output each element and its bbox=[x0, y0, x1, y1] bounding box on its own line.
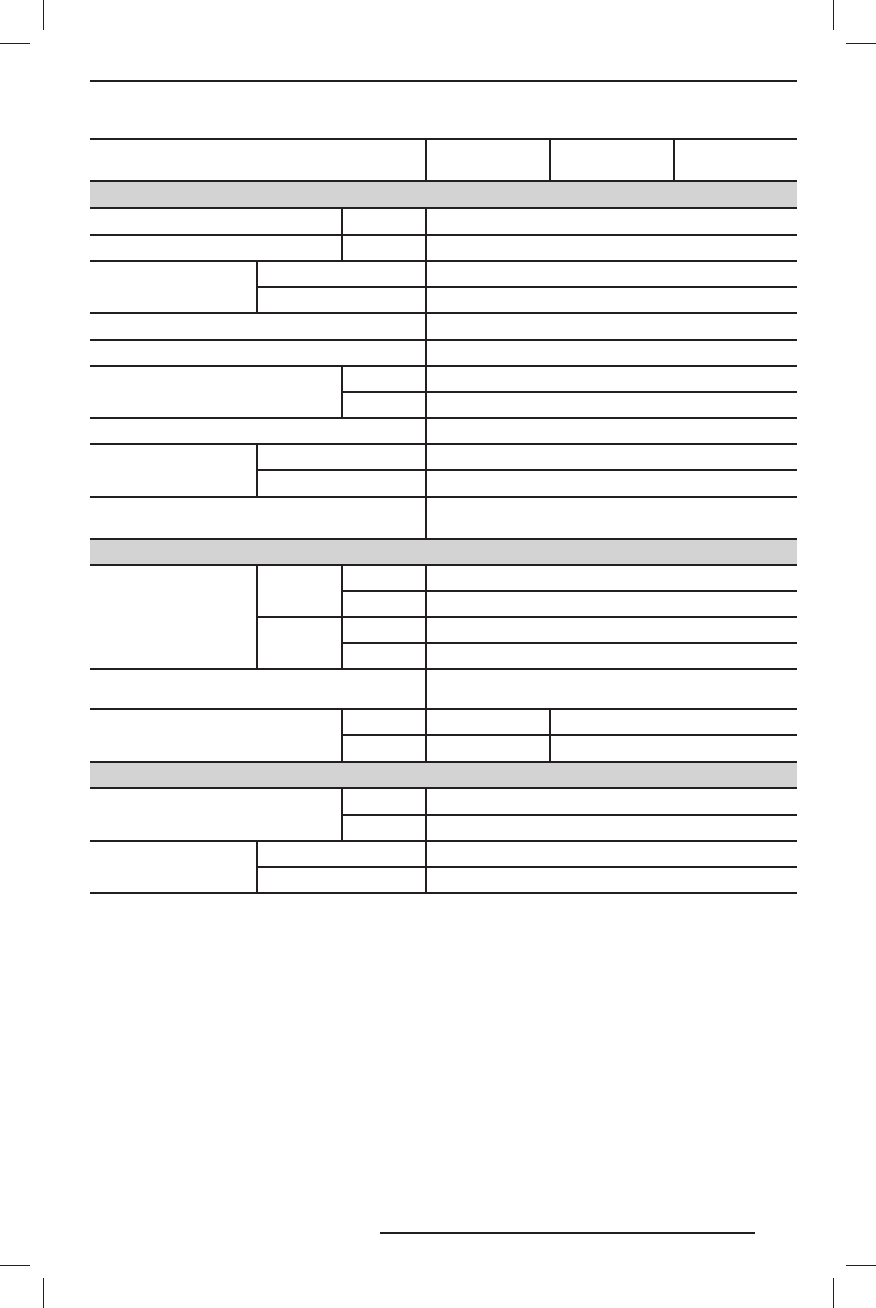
table-rule-vertical bbox=[673, 139, 675, 181]
table-rule-horizontal bbox=[342, 814, 797, 816]
table-rule-horizontal bbox=[90, 443, 797, 445]
crop-mark bbox=[0, 43, 30, 44]
table-rule-vertical bbox=[425, 418, 427, 444]
table-rule-horizontal bbox=[257, 286, 797, 288]
table-rule-horizontal bbox=[90, 708, 797, 710]
table-rule-horizontal bbox=[257, 469, 797, 471]
table-rule-vertical bbox=[425, 444, 427, 497]
table-rule-horizontal bbox=[90, 668, 797, 670]
table-rule-vertical bbox=[425, 497, 427, 539]
table-rule-vertical bbox=[341, 709, 343, 762]
table-rule-vertical bbox=[341, 366, 343, 418]
table-rule-horizontal bbox=[257, 866, 797, 868]
section-header-band bbox=[90, 762, 797, 788]
table-rule-horizontal bbox=[90, 234, 797, 236]
table-rule-horizontal bbox=[380, 1232, 755, 1234]
table-rule-horizontal bbox=[342, 590, 797, 592]
table-rule-horizontal bbox=[90, 564, 797, 566]
table-rule-vertical bbox=[425, 208, 427, 261]
table-rule-horizontal bbox=[342, 642, 797, 644]
crop-mark bbox=[43, 1278, 44, 1308]
table-rule-horizontal bbox=[90, 365, 797, 367]
crop-mark bbox=[846, 1265, 876, 1266]
table-rule-horizontal bbox=[90, 138, 797, 140]
table-rule-horizontal bbox=[90, 312, 797, 314]
table-rule-horizontal bbox=[257, 616, 797, 618]
table-rule-vertical bbox=[425, 139, 427, 181]
table-rule-horizontal bbox=[90, 496, 797, 498]
table-rule-vertical bbox=[425, 366, 427, 418]
table-rule-horizontal bbox=[90, 180, 797, 182]
table-rule-vertical bbox=[341, 565, 343, 669]
table-rule-vertical bbox=[425, 669, 427, 709]
table-rule-horizontal bbox=[90, 417, 797, 419]
table-rule-vertical bbox=[341, 788, 343, 841]
table-rule-vertical bbox=[549, 139, 551, 181]
table-rule-horizontal bbox=[90, 840, 797, 842]
table-rule-horizontal bbox=[90, 761, 797, 763]
crop-mark bbox=[833, 1278, 834, 1308]
table-rule-vertical bbox=[425, 565, 427, 669]
table-rule-horizontal bbox=[90, 207, 797, 209]
crop-mark bbox=[0, 1265, 30, 1266]
table-rule-vertical bbox=[256, 841, 258, 893]
table-rule-vertical bbox=[425, 841, 427, 893]
table-rule-horizontal bbox=[90, 80, 797, 82]
table-rule-horizontal bbox=[90, 538, 797, 540]
table-rule-vertical bbox=[549, 709, 551, 762]
table-rule-horizontal bbox=[90, 339, 797, 341]
section-header-band bbox=[90, 181, 797, 208]
table-rule-vertical bbox=[256, 565, 258, 669]
table-rule-horizontal bbox=[342, 734, 797, 736]
crop-mark bbox=[833, 0, 834, 30]
crop-mark bbox=[43, 0, 44, 30]
table-rule-vertical bbox=[425, 788, 427, 841]
table-rule-vertical bbox=[425, 709, 427, 762]
table-rule-vertical bbox=[425, 313, 427, 366]
table-rule-horizontal bbox=[90, 260, 797, 262]
table-rule-vertical bbox=[341, 208, 343, 261]
crop-mark bbox=[846, 43, 876, 44]
table-rule-horizontal bbox=[90, 892, 797, 894]
table-rule-vertical bbox=[256, 261, 258, 313]
table-rule-vertical bbox=[256, 444, 258, 497]
table-rule-horizontal bbox=[342, 391, 797, 393]
section-header-band bbox=[90, 539, 797, 565]
table-rule-vertical bbox=[425, 261, 427, 313]
table-rule-horizontal bbox=[90, 787, 797, 789]
